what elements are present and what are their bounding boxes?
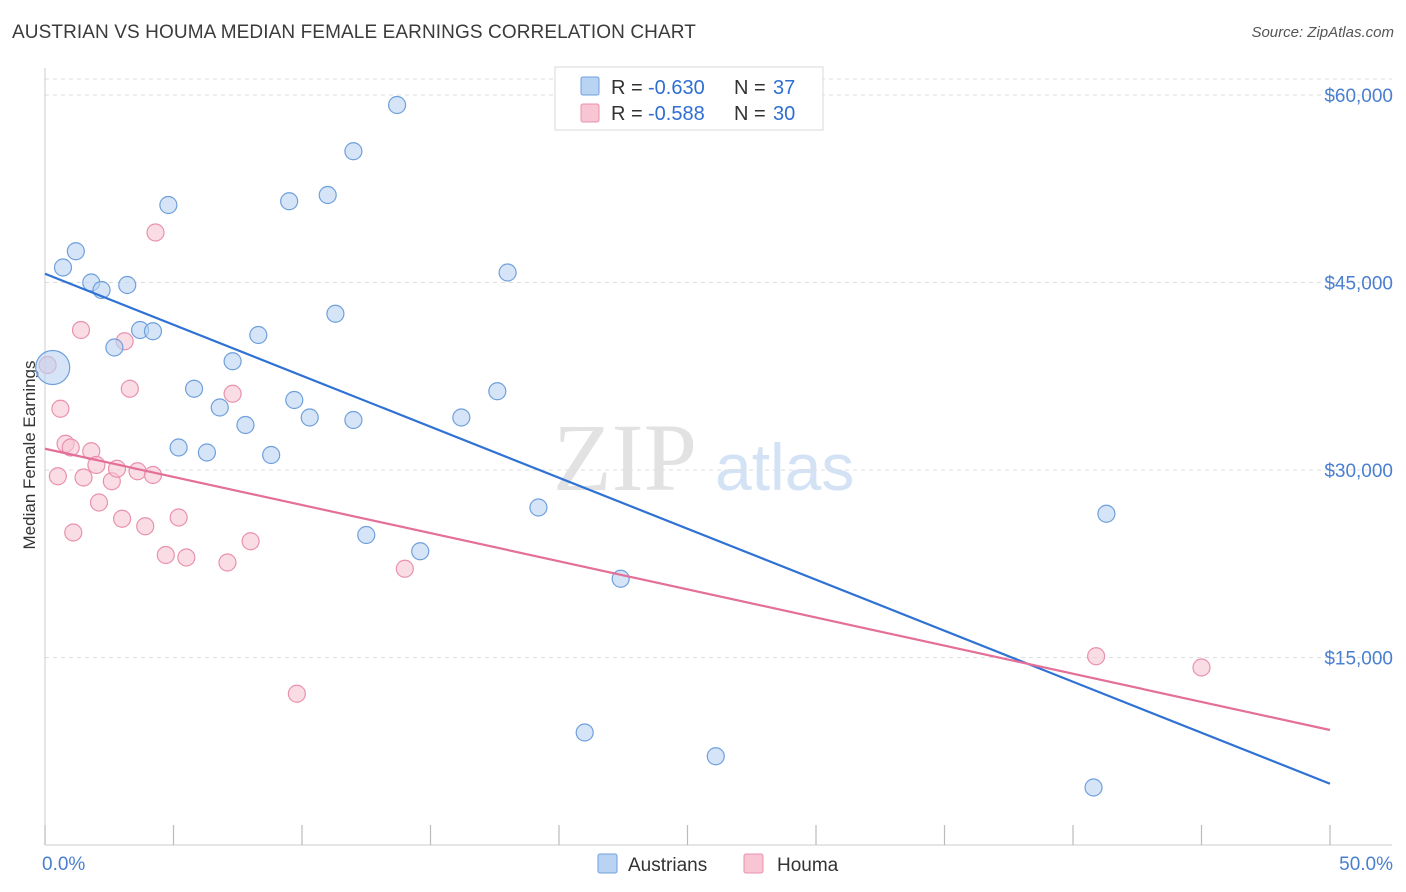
legend-austrians-r-value: -0.630: [648, 77, 705, 99]
point-austrians-9: [159, 195, 178, 215]
point-houma-6: [71, 320, 91, 340]
chart-title: AUSTRIAN VS HOUMA MEDIAN FEMALE EARNINGS…: [12, 22, 696, 43]
legend-bottom-austrians: Austrians: [628, 855, 707, 876]
point-houma-21: [169, 508, 188, 527]
point-houma-20: [156, 545, 175, 565]
point-houma-5: [64, 523, 83, 542]
y-tick-labels: $15,000 $30,000 $45,000 $60,000: [1324, 86, 1393, 670]
legend-bottom-swatch-austrians: [597, 853, 618, 874]
y-tick-label-3: $60,000: [1324, 86, 1393, 107]
trend-line-austrians: [44, 272, 1331, 785]
legend-swatch-austrians: [580, 76, 600, 96]
point-houma-18: [143, 465, 163, 485]
y-axis-label: Median Female Earnings: [20, 361, 39, 550]
point-houma-28: [1087, 647, 1106, 666]
watermark: ZIP atlas: [553, 404, 854, 511]
legend-houma-r-value: -0.588: [648, 103, 705, 125]
point-austrians-34: [706, 747, 725, 766]
legend-houma-n-label: N =: [734, 103, 766, 125]
point-austrians-29: [488, 382, 507, 401]
point-austrians-8: [143, 322, 163, 341]
point-houma-1: [48, 467, 67, 486]
point-austrians-19: [285, 390, 304, 410]
point-houma-25: [241, 532, 260, 551]
point-houma-10: [89, 493, 109, 512]
point-houma-19: [146, 223, 165, 242]
point-houma-13: [112, 509, 132, 528]
axes: [44, 68, 1392, 846]
legend-series: Austrians Houma: [597, 853, 839, 876]
point-austrians-17: [262, 445, 281, 465]
point-austrians-26: [387, 95, 407, 115]
point-austrians-22: [326, 304, 345, 323]
point-austrians-35: [1084, 778, 1103, 797]
legend-bottom-swatch-houma: [743, 853, 764, 874]
x-tick-label-0: 0.0%: [42, 854, 85, 875]
y-tick-label-0: $15,000: [1324, 649, 1393, 670]
legend-box: [554, 66, 824, 131]
point-austrians-1: [53, 258, 73, 277]
point-austrians-30: [498, 263, 517, 282]
point-austrians-0: [35, 349, 71, 386]
point-houma-15: [120, 379, 139, 398]
legend-austrians-n-label: N =: [734, 77, 766, 99]
point-austrians-20: [300, 408, 319, 427]
point-houma-24: [223, 384, 242, 403]
point-austrians-21: [318, 185, 337, 205]
point-austrians-32: [575, 723, 594, 742]
point-houma-22: [177, 548, 196, 567]
point-houma-7: [74, 468, 93, 487]
point-austrians-18: [280, 192, 299, 211]
x-tick-labels: 0.0% 50.0%: [42, 854, 1393, 875]
point-houma-26: [287, 684, 306, 703]
point-houma-4: [61, 438, 80, 457]
data-points: [35, 95, 1211, 797]
legend-bottom-houma: Houma: [777, 855, 839, 876]
watermark-atlas: atlas: [715, 430, 854, 504]
point-houma-2: [51, 399, 70, 418]
legend-austrians-r-label: R =: [611, 77, 643, 99]
point-austrians-16: [249, 325, 268, 345]
point-austrians-24: [344, 142, 363, 161]
x-tick-label-1: 50.0%: [1339, 854, 1393, 875]
point-austrians-6: [118, 275, 137, 295]
point-austrians-36: [1097, 504, 1116, 523]
y-tick-label-1: $30,000: [1324, 461, 1393, 482]
point-austrians-15: [236, 415, 255, 435]
grid-lines: [45, 78, 1392, 658]
point-austrians-11: [184, 379, 204, 398]
legend-correlation: R = -0.630 N = 37 R = -0.588 N = 30: [554, 66, 824, 131]
point-austrians-31: [529, 498, 548, 517]
point-austrians-10: [169, 438, 188, 457]
source-credit: Source: ZipAtlas.com: [1251, 24, 1394, 41]
point-houma-17: [136, 517, 155, 536]
legend-houma-n-value: 30: [773, 103, 795, 125]
point-austrians-14: [223, 352, 242, 371]
point-austrians-27: [411, 542, 430, 561]
point-austrians-2: [66, 242, 85, 261]
point-houma-23: [218, 553, 237, 572]
point-houma-27: [395, 559, 414, 578]
point-austrians-23: [344, 410, 363, 430]
legend-houma-r-label: R =: [611, 103, 643, 125]
point-austrians-13: [210, 398, 229, 417]
legend-austrians-n-value: 37: [773, 77, 795, 99]
point-austrians-12: [197, 443, 217, 462]
trend-lines: [44, 272, 1331, 785]
point-austrians-5: [105, 338, 124, 357]
point-austrians-28: [452, 408, 471, 427]
watermark-zip: ZIP: [553, 404, 697, 511]
y-tick-label-2: $45,000: [1324, 274, 1393, 295]
point-austrians-25: [357, 525, 376, 545]
legend-swatch-houma: [580, 103, 600, 123]
trend-line-houma: [44, 447, 1331, 732]
point-houma-29: [1192, 658, 1211, 677]
